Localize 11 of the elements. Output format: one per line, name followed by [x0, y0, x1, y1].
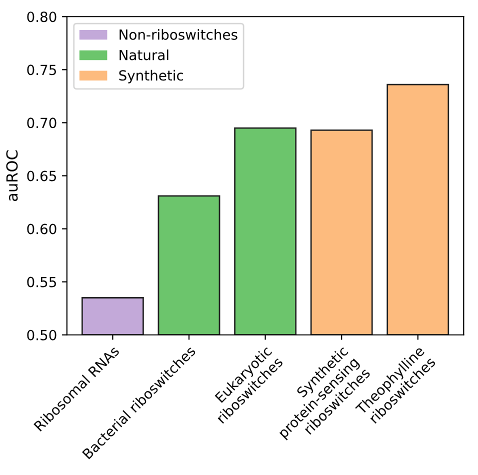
y-tick-label: 0.70 — [27, 118, 56, 128]
legend-label: Natural — [120, 50, 168, 60]
y-axis-title: auROC — [6, 150, 18, 202]
y-tick-label: 0.65 — [27, 170, 56, 182]
y-tick-label: 0.80 — [27, 12, 56, 22]
y-tick-label: 0.60 — [27, 224, 56, 234]
legend-label: Synthetic — [119, 70, 184, 84]
y-tick-label: 0.50 — [27, 330, 56, 340]
y-tick-label: 0.55 — [27, 276, 56, 288]
legend-label: Non-riboswitches — [120, 29, 238, 40]
y-tick-label: 0.75 — [27, 64, 56, 76]
